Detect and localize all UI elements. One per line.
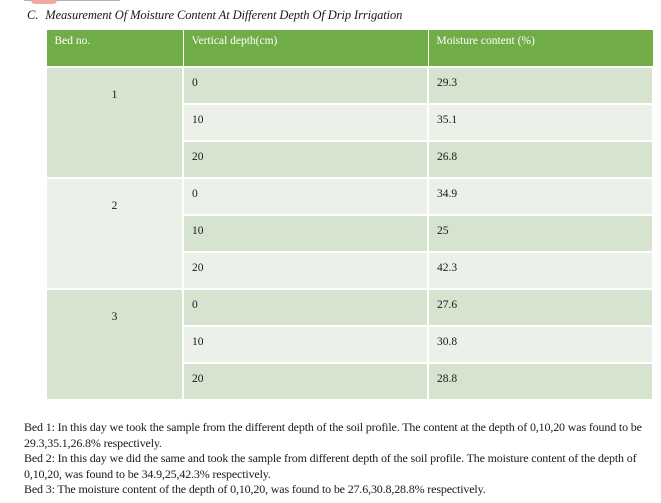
table-row: 1 0 29.3	[45, 65, 654, 179]
bed-cell: 3	[45, 287, 184, 401]
table-row: 10 25	[46, 213, 654, 253]
top-rule	[24, 0, 120, 1]
table-row: 3 0 27.6	[45, 287, 654, 401]
header-vertical-depth: Vertical depth(cm)	[182, 29, 429, 67]
bed-notes: Bed 1: In this day we took the sample fr…	[24, 420, 654, 498]
table-row: 20 28.8	[46, 361, 654, 401]
moisture-cell: 34.9	[427, 176, 654, 216]
moisture-cell: 27.6	[427, 287, 654, 327]
note-bed-3: Bed 3: The moisture content of the depth…	[24, 482, 486, 497]
note-bed-1: Bed 1: In this day we took the sample fr…	[24, 420, 642, 450]
depth-cell: 0	[182, 287, 429, 327]
top-mark	[31, 0, 57, 4]
depth-cell: 20	[182, 250, 429, 290]
note-bed-2: Bed 2: In this day we did the same and t…	[24, 451, 637, 481]
moisture-cell: 29.3	[427, 65, 654, 105]
depth-cell: 20	[182, 361, 429, 401]
depth-cell: 10	[182, 213, 429, 253]
moisture-cell: 30.8	[427, 324, 654, 364]
moisture-cell: 25	[427, 213, 654, 253]
table-row: 20 42.3	[46, 250, 654, 290]
table-row: 10 30.8	[46, 324, 654, 364]
header-bed-no: Bed no.	[45, 29, 184, 67]
table-header-row: Bed no. Vertical depth(cm) Moisture cont…	[45, 29, 654, 67]
caption-number: C.	[27, 8, 39, 22]
bed-cell: 2	[45, 176, 184, 290]
moisture-cell: 28.8	[427, 361, 654, 401]
moisture-cell: 35.1	[427, 102, 654, 142]
depth-cell: 0	[182, 65, 429, 105]
table-row: 20 26.8	[46, 139, 654, 179]
depth-cell: 0	[182, 176, 429, 216]
moisture-table: Bed no. Vertical depth(cm) Moisture cont…	[45, 29, 654, 401]
header-moisture-content: Moisture content (%)	[427, 29, 654, 67]
bed-cell: 1	[45, 65, 184, 179]
depth-cell: 10	[182, 102, 429, 142]
moisture-cell: 42.3	[427, 250, 654, 290]
caption-title: Measurement Of Moisture Content At Diffe…	[45, 8, 403, 22]
table-row: 10 35.1	[46, 102, 654, 142]
table-caption: C. Measurement Of Moisture Content At Dif…	[27, 8, 402, 23]
moisture-cell: 26.8	[427, 139, 654, 179]
depth-cell: 20	[182, 139, 429, 179]
table-row: 2 0 34.9	[45, 176, 654, 290]
depth-cell: 10	[182, 324, 429, 364]
